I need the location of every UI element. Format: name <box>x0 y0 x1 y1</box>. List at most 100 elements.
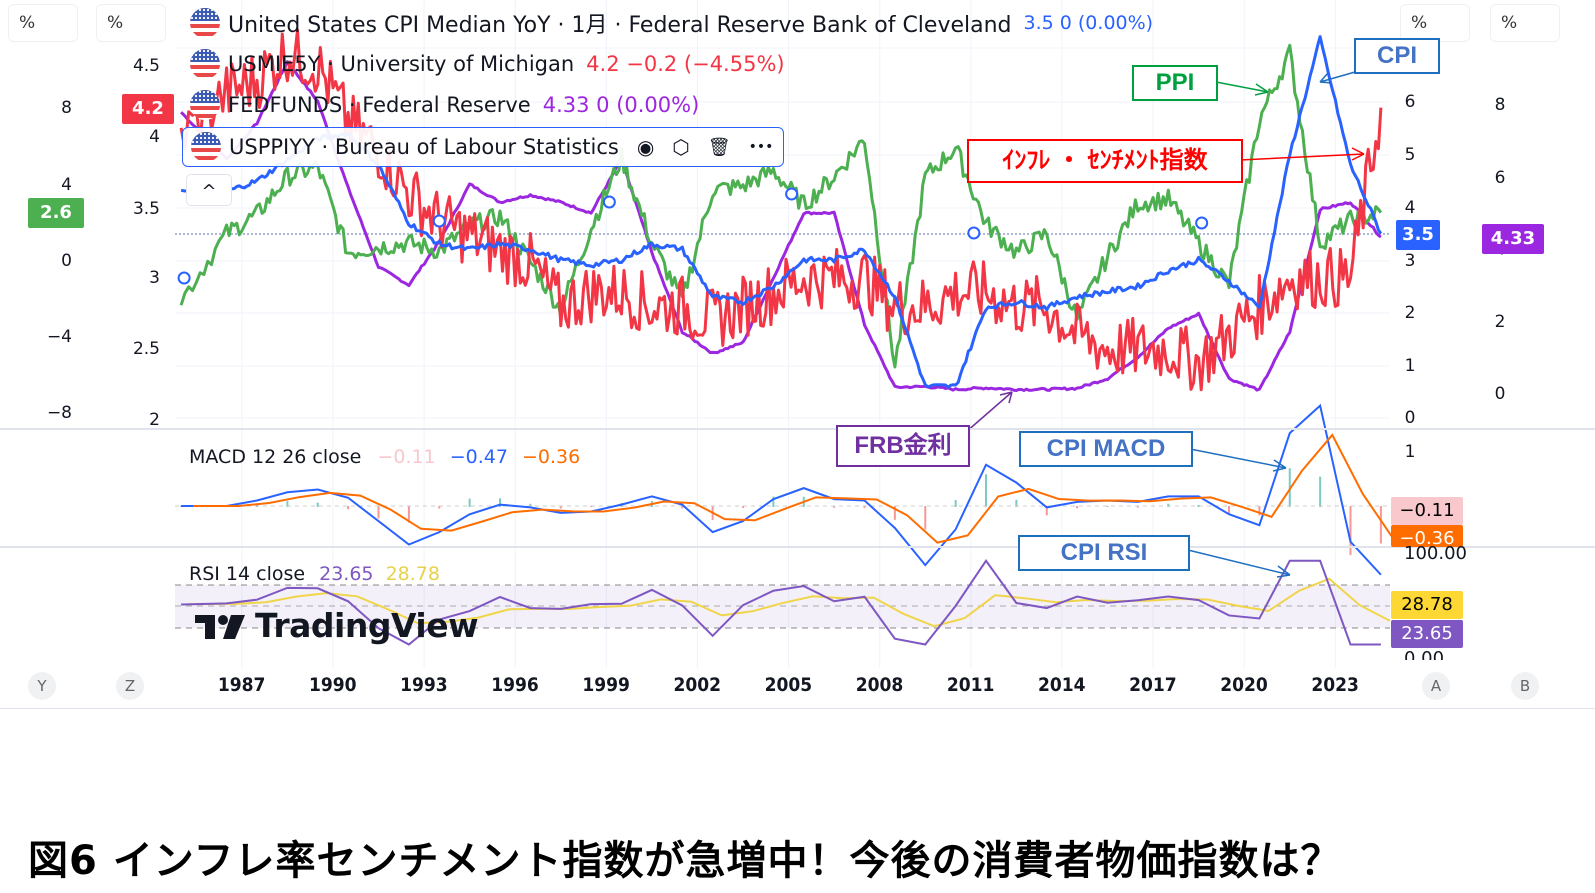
collapse-legend-button[interactable]: ^ <box>186 174 232 206</box>
rsi-ma-value: 28.78 <box>385 563 440 585</box>
macd-histogram-bar <box>1015 499 1018 507</box>
right-outer-tick: 2 <box>1494 312 1506 332</box>
legend-symbol: USMIE5Y · University of Michigan <box>228 52 575 76</box>
right-inner-tick: 2 <box>1404 303 1416 323</box>
annotation-arrows <box>965 71 1365 578</box>
macd-histogram-bar <box>985 474 988 507</box>
frb-arrow <box>965 391 1013 433</box>
left-inner-tick: 4.5 <box>132 56 160 76</box>
cpi-rsi-arrow <box>1187 549 1291 578</box>
cpi-rsi-annotation: CPI RSI <box>1018 535 1190 571</box>
macd-histogram-bar <box>1258 506 1261 516</box>
macd-histogram-bar <box>256 503 259 507</box>
time-axis-tick: 2008 <box>855 674 904 696</box>
legend-row-ppi[interactable]: USPPIYY · Bureau of Labour Statistics ◉ … <box>182 127 785 167</box>
macd-axis-tick: 1 <box>1404 442 1416 462</box>
macd-label: MACD 12 26 close <box>189 446 362 468</box>
rsi-ma-badge: 28.78 <box>1391 591 1463 619</box>
left-inner-unit[interactable]: % <box>96 4 166 42</box>
left-inner-tick: 4 <box>149 127 160 147</box>
usmie5y-price-badge: 4.2 <box>122 94 174 124</box>
macd-line <box>181 403 1382 576</box>
cpi-price-badge: 3.5 <box>1396 220 1440 250</box>
more-icon[interactable]: ••• <box>748 139 774 155</box>
series-marker <box>1195 216 1209 230</box>
rsi-axis-top: 100.00 <box>1404 543 1467 564</box>
us-flag-icon <box>190 49 220 79</box>
time-axis-tick: 1999 <box>582 674 630 696</box>
scale-button-z[interactable]: Z <box>116 672 144 700</box>
legend-values: 3.5 0 (0.00%) <box>1023 12 1154 34</box>
tradingview-watermark[interactable]: TradingView <box>195 606 479 645</box>
time-axis-tick: 1993 <box>400 674 448 696</box>
time-axis-tick: 2005 <box>764 674 813 696</box>
macd-hist-value: −0.11 <box>377 446 436 468</box>
scale-button-b[interactable]: B <box>1511 672 1539 700</box>
scale-button-a[interactable]: A <box>1422 672 1450 700</box>
settings-icon[interactable]: ⬡ <box>672 135 690 159</box>
macd-histogram-bar <box>347 506 350 510</box>
macd-histogram-bar <box>1136 506 1139 508</box>
ppi-annotation: PPI <box>1132 65 1218 101</box>
time-axis-tick: 2002 <box>673 674 722 696</box>
rsi-line <box>181 559 1381 646</box>
macd-histogram-bar <box>1167 503 1170 507</box>
pane-separator-macd[interactable] <box>0 428 1595 430</box>
macd-histogram-bar <box>924 506 927 530</box>
series-layer <box>177 28 1383 392</box>
left-inner-tick: 2 <box>149 410 160 430</box>
macd-histogram-bar <box>833 506 836 508</box>
macd-histogram-bar <box>529 503 532 507</box>
macd-signal-badge: −0.36 <box>1391 525 1463 547</box>
macd-histogram-bar <box>559 506 562 509</box>
series-line-cpi-median-yoy <box>180 35 1383 389</box>
right-outer-unit[interactable]: % <box>1490 4 1560 42</box>
series-line-fedfunds <box>180 60 1382 392</box>
legend-row-fedfunds[interactable]: FEDFUNDS · Federal Reserve 4.33 0 (0.00%… <box>190 88 699 122</box>
legend-symbol: USPPIYY · Bureau of Labour Statistics <box>229 135 619 159</box>
left-inner-tick: 3.5 <box>132 199 160 219</box>
legend-symbol: FEDFUNDS · Federal Reserve <box>228 93 531 117</box>
rsi-pane <box>181 559 1391 646</box>
time-axis-tick: 2017 <box>1129 674 1177 696</box>
left-inner-tick: 3 <box>149 268 160 288</box>
frb-rate-annotation: FRB金利 <box>836 425 970 467</box>
time-axis-tick: 2011 <box>946 674 995 696</box>
scale-button-y[interactable]: Y <box>28 672 56 700</box>
right-inner-tick: 5 <box>1404 145 1416 165</box>
macd-histogram-bar <box>1076 506 1079 509</box>
macd-histogram-bar <box>742 506 745 508</box>
sentiment-annotation: ｲﾝﾌﾚ ・ ｾﾝﾁﾒﾝﾄ指数 <box>967 139 1243 183</box>
macd-legend[interactable]: MACD 12 26 close −0.11 −0.47 −0.36 <box>189 446 580 468</box>
right-inner-tick: 3 <box>1404 251 1416 271</box>
macd-histogram-bar <box>316 502 319 507</box>
eye-icon[interactable]: ◉ <box>636 135 655 159</box>
left-outer-tick: −8 <box>46 403 72 423</box>
right-outer-tick: 0 <box>1494 384 1506 404</box>
time-axis-border <box>0 708 1595 709</box>
macd-histogram-bar <box>772 496 775 507</box>
delete-icon[interactable]: 🗑 <box>707 136 731 158</box>
pane-separator-rsi[interactable] <box>0 546 1595 548</box>
macd-hist-badge: −0.11 <box>1391 497 1463 525</box>
left-outer-unit[interactable]: % <box>8 4 78 42</box>
left-inner-tick: 2.5 <box>132 339 160 359</box>
rsi-legend[interactable]: RSI 14 close 23.65 28.78 <box>189 563 440 585</box>
left-outer-tick: −4 <box>46 327 72 347</box>
right-inner-tick: 1 <box>1404 356 1416 376</box>
series-marker <box>967 226 981 240</box>
macd-histogram-bar <box>377 506 380 519</box>
macd-histogram-bar <box>499 498 502 507</box>
sentiment-arrow <box>1239 147 1365 161</box>
macd-histogram-bar <box>1349 506 1352 556</box>
right-inner-tick: 6 <box>1404 92 1416 112</box>
legend-row-usmie5y[interactable]: USMIE5Y · University of Michigan 4.2 −0.… <box>190 47 785 81</box>
macd-histogram-bar <box>286 501 289 507</box>
legend-row-cpi[interactable]: United States CPI Median YoY · 1月 · Fede… <box>190 6 1153 40</box>
ppi-arrow <box>1215 81 1269 96</box>
legend-values: 4.2 −0.2 (−4.55%) <box>586 52 785 76</box>
macd-signal-value: −0.36 <box>521 446 581 468</box>
figure-caption: 図6 インフレ率センチメント指数が急増中！今後の消費者物価指数は？ <box>28 838 1342 884</box>
series-marker <box>177 271 191 285</box>
macd-histogram-bar <box>590 506 593 508</box>
